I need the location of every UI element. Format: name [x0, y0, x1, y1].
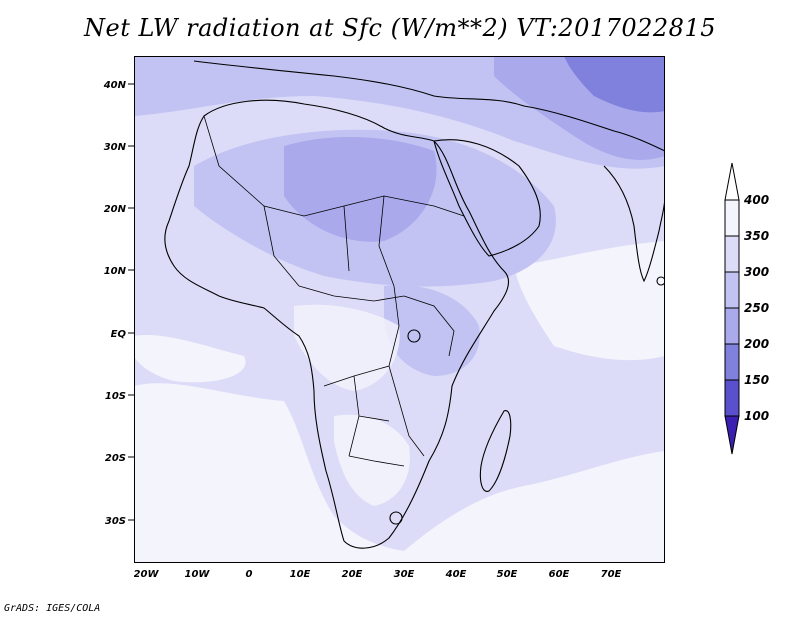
colorbar-label: 350 — [744, 229, 769, 243]
colorbar-swatch — [724, 199, 740, 237]
lon-label: 70E — [601, 569, 622, 580]
colorbar-label: 300 — [744, 265, 769, 279]
lon-label: 10W — [185, 569, 211, 580]
lake-victoria — [407, 329, 421, 343]
lon-label: 40E — [445, 569, 467, 580]
lat-axis: 40N 30N 20N 10N EQ 10S 20S 30S — [103, 80, 134, 527]
lat-label: 10N — [104, 266, 127, 277]
field-low-sahara — [284, 136, 437, 242]
lon-axis: 20W 10W 0 10E 20E 30E 40E 50E 60E 70E — [134, 569, 622, 580]
india-coastline — [603, 165, 665, 283]
europe-coastline — [193, 60, 665, 152]
lon-label: 50E — [497, 569, 518, 580]
arabia-coastline — [433, 139, 541, 257]
field-high-indian-ocean — [514, 241, 665, 361]
lon-label: 30E — [394, 569, 415, 580]
lat-label: 20S — [105, 453, 126, 464]
lat-label: 30S — [105, 516, 126, 527]
field-high-southern-ocean — [134, 383, 665, 563]
lesotho — [389, 511, 403, 525]
field-lowest-himalaya — [564, 56, 665, 113]
colorbar-swatch — [724, 235, 740, 273]
colorbar-label: 200 — [744, 337, 769, 351]
lat-label: 40N — [103, 80, 127, 91]
lat-label: 10S — [105, 391, 126, 402]
lat-label: 20N — [104, 204, 127, 215]
colorbar-label: 100 — [744, 409, 769, 423]
colorbar-swatch — [724, 307, 740, 345]
field-mid-east-africa — [384, 285, 480, 376]
field-high-equatorial — [294, 304, 400, 391]
lat-label: EQ — [111, 329, 127, 340]
lon-label: 0 — [246, 569, 253, 580]
country-borders — [203, 115, 465, 467]
colorbar-swatch — [724, 343, 740, 381]
lon-label: 60E — [549, 569, 570, 580]
coastlines — [164, 60, 665, 549]
lon-label: 20W — [134, 569, 159, 580]
map-title: Net LW radiation at Sfc (W/m**2) VT:2017… — [84, 14, 716, 42]
colorbar-label: 150 — [744, 373, 769, 387]
map-border — [134, 56, 665, 563]
map-panel — [134, 56, 665, 563]
colorbar-label: 400 — [743, 193, 769, 207]
sri-lanka — [656, 276, 665, 286]
footer-credit: GrADS: IGES/COLA — [4, 603, 101, 614]
madagascar-coastline — [479, 410, 512, 492]
colorbar-label: 250 — [744, 301, 769, 315]
colorbar-swatch — [724, 379, 740, 417]
field-high-atlantic-patch — [134, 335, 246, 383]
lat-label: 30N — [104, 142, 127, 153]
colorbar-bottom-arrow — [724, 415, 740, 455]
lon-label: 10E — [290, 569, 311, 580]
colorbar-top-arrow — [724, 162, 740, 201]
lon-label: 20E — [342, 569, 363, 580]
colorbar: 400 350 300 250 200 150 100 — [724, 162, 769, 455]
colorbar-swatch — [724, 271, 740, 309]
